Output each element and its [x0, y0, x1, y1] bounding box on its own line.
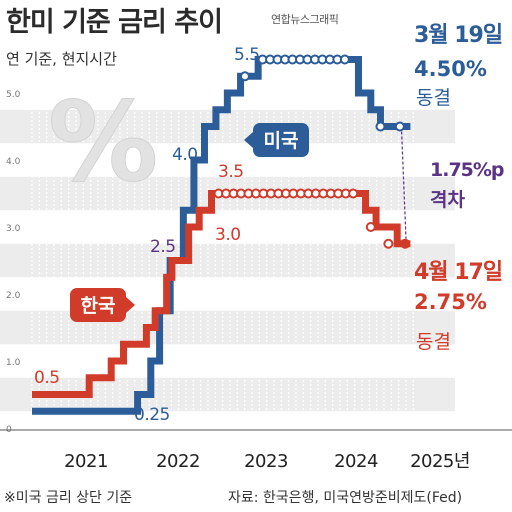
credit-label: 연합뉴스그래픽 — [271, 13, 339, 26]
us-label-2-5: 2.5 — [150, 237, 176, 257]
us-data-point — [394, 121, 405, 132]
chart-title: 한미 기준 금리 추이 — [6, 7, 223, 38]
y-tick-label: 5.0 — [6, 90, 21, 100]
source-note: 자료: 한국은행, 미국연방준비제도(Fed) — [228, 490, 463, 506]
y-tick-label: 3.0 — [6, 224, 21, 234]
kr-data-point — [348, 188, 359, 199]
chart-subtitle: 연 기준, 현지시간 — [6, 50, 117, 68]
grid-band — [0, 310, 455, 345]
x-tick-label: 2024 — [334, 451, 378, 472]
us-start-label: 0.25 — [134, 405, 170, 425]
gap-connector — [401, 131, 407, 239]
kr-label-3-5: 3.5 — [218, 162, 244, 182]
kr-rate-annotation: 2.75% — [414, 290, 487, 314]
x-tick-label: 2022 — [156, 451, 200, 472]
series-tag-kr-text: 한국 — [81, 295, 116, 317]
us-status-annotation: 동결 — [416, 87, 451, 109]
y-tick-label: 2.0 — [6, 291, 21, 301]
us-data-point — [339, 54, 350, 65]
us-data-point — [375, 121, 386, 132]
series-line-us — [32, 56, 411, 415]
gap-value-annotation: 1.75%p — [430, 159, 504, 181]
x-tick-label: 2023 — [244, 451, 288, 472]
gap-label-annotation: 격차 — [430, 189, 465, 211]
y-tick-label: 1.0 — [6, 358, 21, 368]
us-data-point — [239, 71, 250, 82]
series-tag-us-text: 미국 — [264, 130, 299, 152]
series-tag-us-pointer — [244, 132, 253, 148]
us-label-4-0: 4.0 — [172, 145, 198, 165]
watermark-percent: % — [48, 78, 158, 206]
us-label-5-5: 5.5 — [234, 45, 260, 65]
series-tag-kr-box — [70, 288, 126, 322]
x-tick-label: 2021 — [64, 451, 108, 472]
kr-data-point — [400, 238, 411, 249]
us-date-annotation: 3월 19일 — [414, 23, 502, 48]
series-line-kr — [32, 190, 411, 398]
kr-data-point — [365, 222, 376, 232]
y-tick-label: 4.0 — [6, 157, 21, 167]
series-tag-us-box — [253, 123, 309, 157]
kr-status-annotation: 동결 — [416, 331, 451, 353]
kr-data-point — [383, 238, 394, 249]
x-tick-label: 2025년 — [410, 451, 470, 472]
footnote: ※미국 금리 상단 기준 — [4, 490, 133, 506]
kr-date-annotation: 4월 17일 — [414, 260, 502, 285]
kr-label-3-0: 3.0 — [215, 225, 241, 245]
us-rate-annotation: 4.50% — [414, 57, 487, 81]
series-tag-kr-pointer — [126, 297, 135, 313]
kr-start-label: 0.5 — [34, 368, 60, 388]
